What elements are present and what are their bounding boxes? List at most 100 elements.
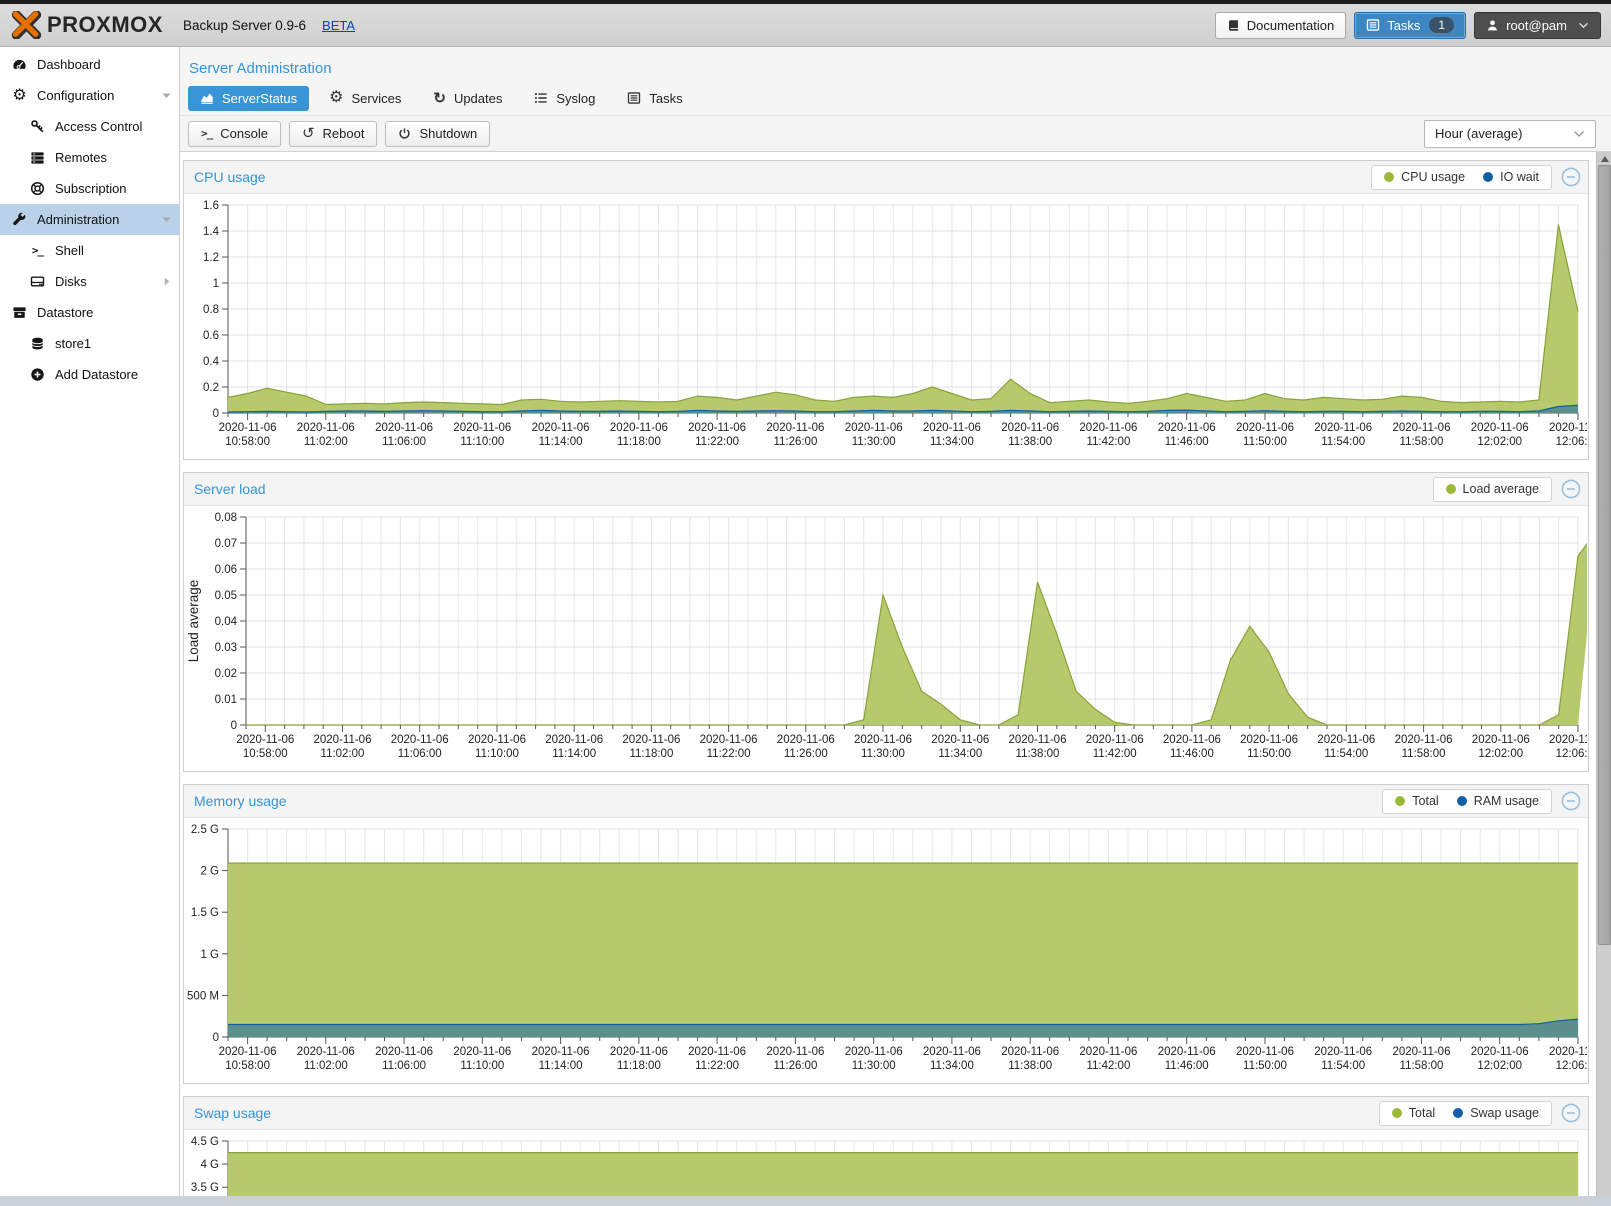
svg-text:11:22:00: 11:22:00 [695, 436, 739, 448]
panel-title: Memory usage [194, 793, 287, 809]
book-icon [1227, 19, 1240, 32]
shutdown-label: Shutdown [419, 126, 478, 141]
legend-label: CPU usage [1401, 170, 1466, 184]
sidebar-item-subscription[interactable]: Subscription [0, 173, 179, 204]
tasks-count-badge: 1 [1429, 17, 1455, 33]
sidebar-item-remotes[interactable]: Remotes [0, 142, 179, 173]
sidebar-item-disks[interactable]: Disks [0, 266, 179, 297]
time-range-select[interactable]: Hour (average) [1424, 119, 1596, 148]
legend-label: Swap usage [1470, 1106, 1539, 1120]
chevron-down-icon[interactable] [162, 215, 171, 224]
svg-text:2020-11-06: 2020-11-06 [766, 422, 824, 434]
svg-text:11:54:00: 11:54:00 [1324, 748, 1368, 760]
shutdown-button[interactable]: Shutdown [385, 120, 491, 147]
scrollbar-thumb[interactable] [1598, 165, 1611, 945]
legend-dot-icon [1391, 1108, 1402, 1118]
svg-text:1 G: 1 G [200, 949, 219, 961]
console-button[interactable]: >_ Console [188, 120, 281, 147]
svg-text:11:26:00: 11:26:00 [784, 748, 828, 760]
sidebar-item-access-control[interactable]: Access Control [0, 111, 179, 142]
svg-text:11:54:00: 11:54:00 [1321, 436, 1365, 448]
svg-text:2020-11-06: 2020-11-06 [1240, 734, 1298, 746]
svg-text:2020-11-06: 2020-11-06 [1393, 422, 1451, 434]
svg-text:12:06:00: 12:06:00 [1556, 1060, 1587, 1072]
svg-text:11:42:00: 11:42:00 [1086, 1060, 1130, 1072]
tab-services[interactable]: ⚙ Services [317, 85, 413, 111]
sidebar-item-shell[interactable]: >_ Shell [0, 235, 179, 266]
collapse-panel-button[interactable] [1560, 478, 1582, 500]
panel-cpu-usage: CPU usage CPU usage IO wait 0 0.2 0.4 0.6 0.8 1 1… [183, 160, 1589, 460]
chart-legend: Total Swap usage [1378, 1100, 1552, 1126]
sidebar-item-store1[interactable]: store1 [0, 328, 179, 359]
svg-text:11:14:00: 11:14:00 [539, 436, 583, 448]
vertical-scrollbar[interactable] [1596, 152, 1611, 1206]
panel-header-memory-usage: Memory usage Total RAM usage [184, 785, 1588, 818]
tab-serverstatus[interactable]: ServerStatus [188, 85, 310, 111]
reboot-button[interactable]: ↺ Reboot [288, 120, 378, 147]
sidebar-item-label: Remotes [55, 150, 108, 165]
tasks-button[interactable]: Tasks 1 [1354, 11, 1467, 39]
svg-text:11:18:00: 11:18:00 [617, 1060, 661, 1072]
legend-label: Load average [1462, 482, 1539, 496]
tab-tasks[interactable]: Tasks [615, 86, 694, 111]
sidebar-item-dashboard[interactable]: Dashboard [0, 49, 179, 80]
svg-text:11:22:00: 11:22:00 [707, 748, 751, 760]
legend-dot-icon [1483, 172, 1494, 182]
sidebar-nav: Dashboard ⚙ Configuration Access Control Rem… [0, 47, 180, 1206]
chevron-down-icon [1578, 22, 1589, 29]
svg-text:11:38:00: 11:38:00 [1008, 1060, 1052, 1072]
svg-text:11:38:00: 11:38:00 [1016, 748, 1060, 760]
wrench-icon [11, 212, 28, 227]
sidebar-item-label: Datastore [37, 305, 94, 320]
chevron-right-icon[interactable] [162, 277, 171, 286]
sidebar-item-label: store1 [55, 336, 92, 351]
chevron-down-icon[interactable] [162, 91, 171, 100]
task-list-icon [1366, 18, 1380, 32]
beta-link[interactable]: BETA [322, 17, 356, 33]
svg-text:2020-11-06: 2020-11-06 [1314, 1046, 1372, 1058]
hdd-icon [29, 274, 46, 289]
sidebar-item-label: Administration [37, 212, 120, 227]
reboot-label: Reboot [322, 126, 365, 141]
svg-text:11:26:00: 11:26:00 [773, 1060, 817, 1072]
archive-icon [11, 305, 28, 320]
svg-text:2020-11-06: 2020-11-06 [622, 734, 680, 746]
svg-text:2020-11-06: 2020-11-06 [1079, 422, 1137, 434]
sidebar-item-label: Shell [55, 243, 84, 258]
svg-text:0.02: 0.02 [215, 668, 237, 680]
svg-text:2020-11-06: 2020-11-06 [1163, 734, 1221, 746]
collapse-panel-button[interactable] [1560, 790, 1582, 812]
collapse-panel-button[interactable] [1560, 166, 1582, 188]
documentation-button[interactable]: Documentation [1214, 11, 1347, 39]
svg-text:500 M: 500 M [187, 990, 219, 1002]
user-menu-button[interactable]: root@pam [1474, 11, 1601, 39]
svg-text:2020-11-06: 2020-11-06 [1471, 1046, 1529, 1058]
svg-text:2020-11-06: 2020-11-06 [854, 734, 912, 746]
panel-body-memory-usage: 0 500 M 1 G 1.5 G 2 G 2.5 G 2020-11-06 10:58:00… [184, 818, 1588, 1083]
key-icon [29, 119, 46, 134]
svg-text:10:58:00: 10:58:00 [225, 1060, 270, 1072]
svg-text:2020-11-06: 2020-11-06 [1001, 422, 1059, 434]
sidebar-item-add-datastore[interactable]: Add Datastore [0, 359, 179, 390]
svg-text:11:42:00: 11:42:00 [1093, 748, 1137, 760]
sidebar-item-configuration[interactable]: ⚙ Configuration [0, 80, 179, 111]
svg-text:11:06:00: 11:06:00 [382, 436, 426, 448]
scroll-up-arrow[interactable] [1597, 152, 1611, 166]
svg-text:2020-11-06: 2020-11-06 [453, 422, 511, 434]
panel-header-server-load: Server load Load average [184, 473, 1588, 506]
list-ul-icon [534, 91, 548, 105]
area-chart: 0 0.01 0.02 0.03 0.04 0.05 0.06 0.07 0.08 2020-11… [186, 512, 1587, 760]
svg-text:1: 1 [213, 278, 219, 290]
legend-dot-icon [1395, 796, 1406, 806]
sidebar-item-datastore[interactable]: Datastore [0, 297, 179, 328]
svg-text:0.03: 0.03 [215, 642, 237, 654]
sidebar-item-administration[interactable]: Administration [0, 204, 179, 235]
collapse-panel-button[interactable] [1560, 1102, 1582, 1124]
window-bottom-edge [0, 1196, 1611, 1206]
tab-updates[interactable]: ↻ Updates [421, 86, 514, 111]
panel-title: Swap usage [194, 1105, 272, 1121]
svg-text:2020-11-06: 2020-11-06 [545, 734, 603, 746]
tab-syslog[interactable]: Syslog [522, 86, 607, 111]
legend-item-io-wait: IO wait [1483, 170, 1539, 184]
